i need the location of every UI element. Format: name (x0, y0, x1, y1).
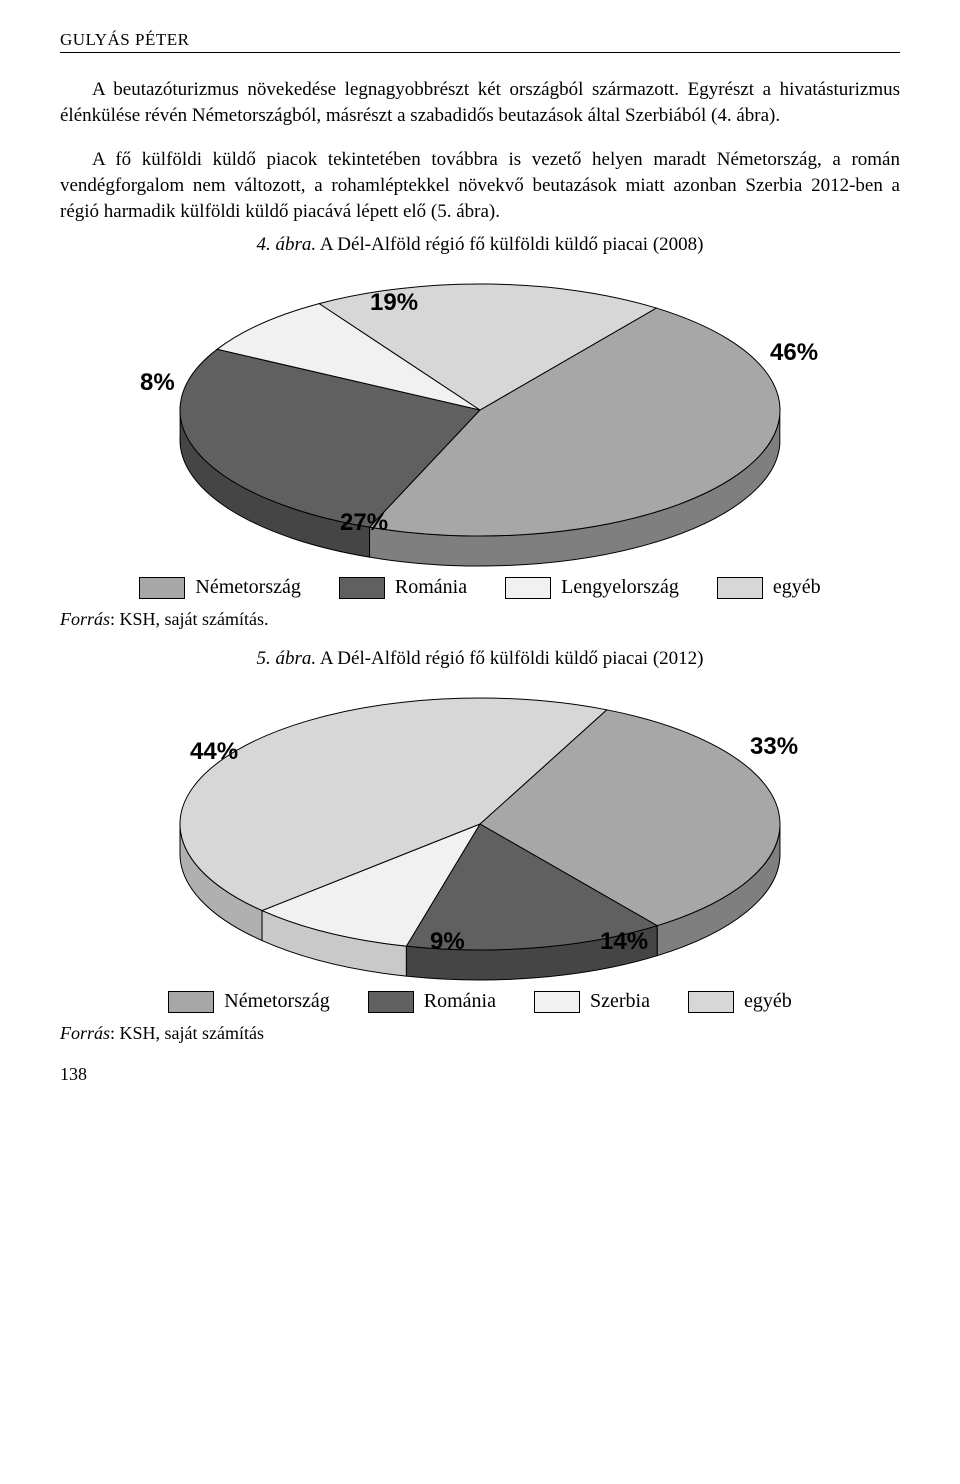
legend-swatch (534, 991, 580, 1013)
legend-item: Németország (139, 576, 301, 599)
figure5-source: Forrás: KSH, saját számítás (60, 1023, 900, 1044)
legend-item: Románia (339, 576, 467, 599)
legend-item: Lengyelország (505, 576, 679, 599)
pie-pct-label: 27% (340, 509, 388, 536)
pie-pct-label: 46% (770, 339, 818, 366)
figure4-caption: 4. ábra. A Dél-Alföld régió fő külföldi … (60, 234, 900, 256)
pie-pct-label: 8% (140, 369, 175, 396)
figure4-source: Forrás: KSH, saját számítás. (60, 609, 900, 630)
legend-label: Németország (224, 990, 330, 1013)
figure5-source-text: : KSH, saját számítás (110, 1023, 264, 1043)
figure5-chart: 33% 14% 9% 44% (70, 684, 890, 984)
pie-pct-label: 9% (430, 928, 465, 955)
legend-item: Románia (368, 990, 496, 1013)
legend-item: Szerbia (534, 990, 650, 1013)
legend-item: Németország (168, 990, 330, 1013)
figure4-pie-svg: 46% 27% 8% 19% (70, 270, 890, 570)
legend-label: Románia (395, 576, 467, 599)
legend-label: egyéb (744, 990, 792, 1013)
legend-swatch (339, 577, 385, 599)
paragraph-1: A beutazóturizmus növekedése legnagyobbr… (60, 77, 900, 128)
figure4-legend: Németország Románia Lengyelország egyéb (60, 576, 900, 599)
legend-item: egyéb (688, 990, 792, 1013)
page: GULYÁS PÉTER A beutazóturizmus növekedés… (0, 0, 960, 1125)
figure5-source-label: Forrás (60, 1023, 110, 1043)
legend-label: egyéb (773, 576, 821, 599)
legend-label: Szerbia (590, 990, 650, 1013)
pie-pct-label: 14% (600, 928, 648, 955)
pie-pct-label: 33% (750, 733, 798, 760)
legend-swatch (168, 991, 214, 1013)
legend-item: egyéb (717, 576, 821, 599)
legend-swatch (139, 577, 185, 599)
legend-swatch (688, 991, 734, 1013)
figure5-caption-text: A Dél-Alföld régió fő külföldi küldő pia… (316, 648, 703, 669)
header-rule: GULYÁS PÉTER (60, 30, 900, 53)
legend-label: Németország (195, 576, 301, 599)
figure4-source-label: Forrás (60, 609, 110, 629)
legend-swatch (368, 991, 414, 1013)
page-number: 138 (60, 1064, 900, 1085)
figure5-caption: 5. ábra. A Dél-Alföld régió fő külföldi … (60, 648, 900, 670)
legend-swatch (717, 577, 763, 599)
figure4-source-text: : KSH, saját számítás. (110, 609, 268, 629)
figure4-caption-num: 4. ábra. (257, 234, 317, 255)
pie-pct-label: 19% (370, 289, 418, 316)
paragraph-2: A fő külföldi küldő piacok tekintetében … (60, 147, 900, 224)
legend-swatch (505, 577, 551, 599)
pie-pct-label: 44% (190, 738, 238, 765)
figure4-caption-text: A Dél-Alföld régió fő külföldi küldő pia… (316, 234, 703, 255)
figure5-caption-num: 5. ábra. (257, 648, 317, 669)
legend-label: Lengyelország (561, 576, 679, 599)
figure5-pie-svg: 33% 14% 9% 44% (70, 684, 890, 984)
figure4-chart: 46% 27% 8% 19% (70, 270, 890, 570)
figure5-legend: Németország Románia Szerbia egyéb (60, 990, 900, 1013)
legend-label: Románia (424, 990, 496, 1013)
author-name: GULYÁS PÉTER (60, 30, 189, 49)
